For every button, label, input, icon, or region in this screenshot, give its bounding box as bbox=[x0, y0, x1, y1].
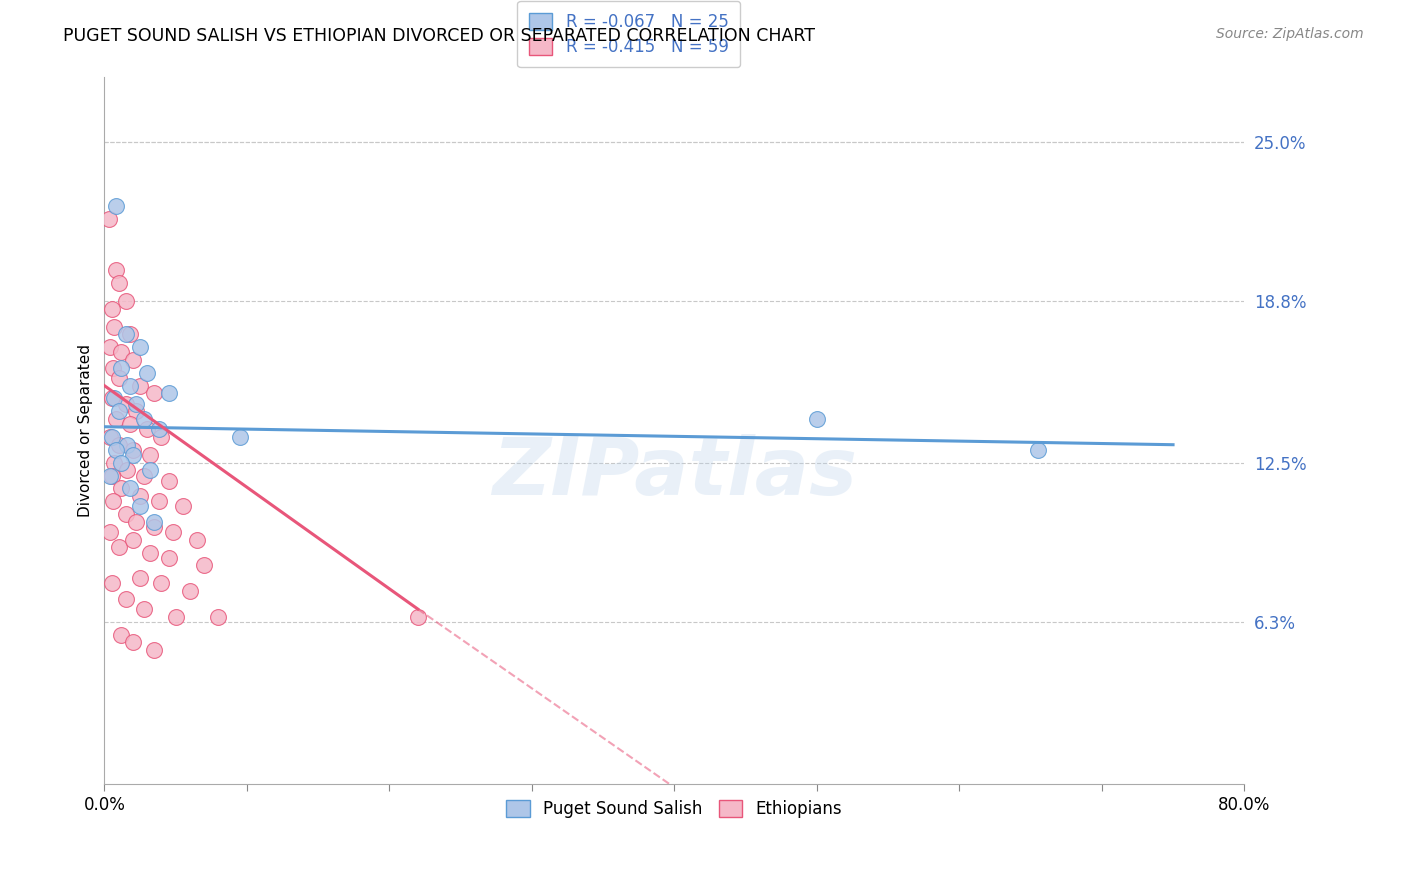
Point bbox=[100, 301, 122, 316]
Point bbox=[103, 456, 125, 470]
Point bbox=[122, 635, 145, 649]
Point bbox=[134, 602, 156, 616]
Point bbox=[115, 438, 138, 452]
Legend: Puget Sound Salish, Ethiopians: Puget Sound Salish, Ethiopians bbox=[499, 793, 849, 825]
Point bbox=[98, 524, 121, 539]
Text: PUGET SOUND SALISH VS ETHIOPIAN DIVORCED OR SEPARATED CORRELATION CHART: PUGET SOUND SALISH VS ETHIOPIAN DIVORCED… bbox=[63, 27, 815, 45]
Point bbox=[129, 500, 152, 514]
Point bbox=[134, 468, 156, 483]
Point bbox=[100, 468, 122, 483]
Point bbox=[143, 520, 166, 534]
Point bbox=[129, 571, 152, 585]
Point bbox=[97, 211, 120, 226]
Point bbox=[110, 482, 132, 496]
Point bbox=[157, 474, 180, 488]
Point bbox=[806, 412, 828, 426]
Point bbox=[114, 507, 136, 521]
Point bbox=[104, 199, 127, 213]
Point bbox=[104, 263, 127, 277]
Point bbox=[118, 327, 141, 342]
Point bbox=[143, 643, 166, 657]
Point bbox=[98, 430, 121, 444]
Point bbox=[139, 463, 162, 477]
Point bbox=[148, 494, 170, 508]
Point bbox=[125, 396, 148, 410]
Point bbox=[114, 327, 136, 342]
Point bbox=[143, 515, 166, 529]
Point bbox=[406, 609, 429, 624]
Point bbox=[98, 340, 121, 354]
Point bbox=[103, 392, 125, 406]
Point bbox=[186, 533, 208, 547]
Point bbox=[1026, 442, 1049, 457]
Point bbox=[118, 417, 141, 432]
Point bbox=[122, 448, 145, 462]
Point bbox=[129, 340, 152, 354]
Point bbox=[110, 628, 132, 642]
Text: Source: ZipAtlas.com: Source: ZipAtlas.com bbox=[1216, 27, 1364, 41]
Point bbox=[101, 494, 124, 508]
Point bbox=[118, 378, 141, 392]
Point bbox=[110, 456, 132, 470]
Point bbox=[134, 412, 156, 426]
Point bbox=[122, 442, 145, 457]
Point bbox=[129, 489, 152, 503]
Point bbox=[193, 558, 215, 573]
Point bbox=[157, 386, 180, 401]
Point bbox=[125, 515, 148, 529]
Point bbox=[207, 609, 229, 624]
Point bbox=[179, 584, 201, 599]
Point bbox=[104, 442, 127, 457]
Point bbox=[100, 430, 122, 444]
Point bbox=[100, 576, 122, 591]
Point bbox=[162, 524, 184, 539]
Point bbox=[114, 396, 136, 410]
Point bbox=[110, 360, 132, 375]
Point bbox=[150, 576, 173, 591]
Point bbox=[122, 533, 145, 547]
Point bbox=[103, 319, 125, 334]
Point bbox=[129, 378, 152, 392]
Point bbox=[107, 276, 129, 290]
Point bbox=[110, 345, 132, 359]
Point bbox=[157, 550, 180, 565]
Point bbox=[114, 293, 136, 308]
Point bbox=[107, 404, 129, 418]
Point bbox=[107, 541, 129, 555]
Point bbox=[136, 366, 159, 380]
Point bbox=[104, 412, 127, 426]
Point bbox=[148, 422, 170, 436]
Point bbox=[118, 482, 141, 496]
Point bbox=[139, 448, 162, 462]
Point bbox=[107, 371, 129, 385]
Point bbox=[100, 392, 122, 406]
Point bbox=[172, 500, 194, 514]
Point bbox=[229, 430, 252, 444]
Point bbox=[136, 422, 159, 436]
Point bbox=[125, 404, 148, 418]
Point bbox=[107, 438, 129, 452]
Point bbox=[139, 545, 162, 559]
Point bbox=[165, 609, 187, 624]
Y-axis label: Divorced or Separated: Divorced or Separated bbox=[79, 344, 93, 517]
Point bbox=[122, 353, 145, 368]
Point bbox=[143, 386, 166, 401]
Point bbox=[150, 430, 173, 444]
Point bbox=[98, 468, 121, 483]
Point bbox=[115, 463, 138, 477]
Text: ZIPatlas: ZIPatlas bbox=[492, 434, 856, 512]
Point bbox=[114, 591, 136, 606]
Point bbox=[101, 360, 124, 375]
